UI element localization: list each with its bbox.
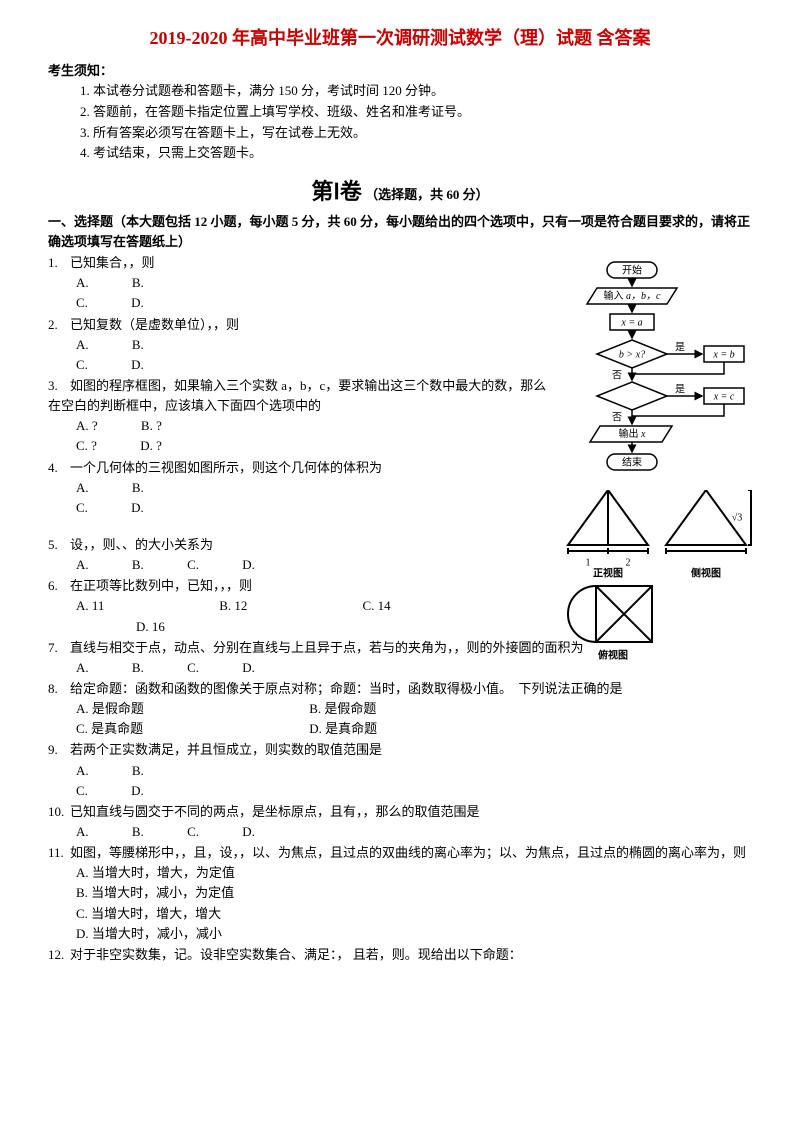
q2-opt-a: A.	[76, 335, 89, 355]
q10-stem: 已知直线与圆交于不同的两点，是坐标原点，且有，，那么的取值范围是	[70, 804, 480, 819]
q8-opt-a: A. 是假命题	[76, 699, 306, 719]
q6-opt-c: C. 14	[363, 596, 503, 616]
q4-stem: 一个几何体的三视图如图所示，则这个几何体的体积为	[70, 460, 382, 475]
q6-opt-d: D. 16	[136, 619, 165, 634]
q7-opt-b: B.	[132, 658, 144, 678]
q3-stem: 如图的程序框图，如果输入三个实数 a，b，c，要求输出这三个数中最大的数，那么在…	[48, 378, 546, 413]
q1-opt-c: C.	[76, 293, 88, 313]
q11-opt-a: A. 当增大时，增大，为定值	[76, 863, 752, 883]
q10-opt-a: A.	[76, 822, 89, 842]
q7-opt-c: C.	[187, 658, 199, 678]
section1-head: 一、选择题（本大题包括 12 小题，每小题 5 分，共 60 分，每小题给出的四…	[48, 212, 752, 251]
notice-label: 考生须知：	[48, 60, 752, 79]
q9-stem: 若两个正实数满足，并且恒成立，则实数的取值范围是	[70, 742, 382, 757]
q1-opt-d: D.	[131, 293, 144, 313]
q7-opt-a: A.	[76, 658, 89, 678]
q9-opt-d: D.	[131, 781, 144, 801]
q11-opt-c: C. 当增大时，增大，增大	[76, 904, 752, 924]
part1-big: 第Ⅰ卷	[311, 179, 362, 204]
q7-opt-d: D.	[242, 658, 255, 678]
q5-opt-c: C.	[187, 555, 199, 575]
instructions: 1. 本试卷分试题卷和答题卡，满分 150 分，考试时间 120 分钟。 2. …	[80, 81, 752, 164]
q11-opt-b: B. 当增大时，减小，为定值	[76, 883, 752, 903]
svg-text:x = b: x = b	[712, 349, 734, 360]
svg-text:√3: √3	[732, 512, 743, 523]
instruction-3: 3. 所有答案必须写在答题卡上，写在试卷上无效。	[80, 123, 752, 144]
q3-opt-c: C. ?	[76, 436, 97, 456]
q5-opt-d: D.	[242, 555, 255, 575]
svg-text:x = c: x = c	[713, 391, 735, 402]
svg-text:x = a: x = a	[620, 317, 642, 328]
q4-opt-c: C.	[76, 498, 88, 518]
instruction-4: 4. 考试结束，只需上交答题卡。	[80, 143, 752, 164]
q12-stem: 对于非空实数集，记。设非空实数集合、满足：， 且若，则。现给出以下命题：	[70, 947, 522, 962]
q9-opt-b: B.	[132, 761, 144, 781]
q9-opt-a: A.	[76, 761, 89, 781]
q6-opt-b: B. 12	[219, 596, 359, 616]
svg-text:2: 2	[626, 557, 631, 568]
q3-opt-b: B. ?	[141, 416, 162, 436]
q4-opt-a: A.	[76, 478, 89, 498]
question-8: 8.给定命题：函数和函数的图像关于原点对称；命题：当时，函数取得极小值。 下列说…	[48, 679, 752, 739]
q5-opt-b: B.	[132, 555, 144, 575]
svg-text:1: 1	[586, 557, 591, 568]
q1-opt-a: A.	[76, 273, 89, 293]
q10-opt-b: B.	[132, 822, 144, 842]
q4-opt-d: D.	[131, 498, 144, 518]
question-10: 10.已知直线与圆交于不同的两点，是坐标原点，且有，，那么的取值范围是 A. B…	[48, 802, 752, 842]
q2-opt-d: D.	[131, 355, 144, 375]
flowchart-figure: 开始 输入 a，b，c x = a b > x? 是 x = b 否 是 x =…	[562, 260, 752, 490]
svg-text:侧视图: 侧视图	[691, 566, 721, 579]
q2-opt-b: B.	[132, 335, 144, 355]
question-12: 12.对于非空实数集，记。设非空实数集合、满足：， 且若，则。现给出以下命题：	[48, 945, 752, 965]
svg-text:结束: 结束	[622, 455, 642, 468]
instruction-2: 2. 答题前，在答题卡指定位置上填写学校、班级、姓名和准考证号。	[80, 102, 752, 123]
svg-text:输入 a，b，c: 输入 a，b，c	[604, 289, 662, 302]
svg-text:否: 否	[612, 369, 622, 381]
q6-opt-a: A. 11	[76, 596, 216, 616]
q7-stem: 直线与相交于点，动点、分别在直线与上且异于点，若与的夹角为，，则的外接圆的面积为	[70, 640, 584, 655]
q8-stem: 给定命题：函数和函数的图像关于原点对称；命题：当时，函数取得极小值。 下列说法正…	[70, 681, 623, 696]
question-9: 9.若两个正实数满足，并且恒成立，则实数的取值范围是 A. B. C. D.	[48, 740, 752, 800]
three-view-figure: 1 2 正视图 √3 侧视图 俯视图	[562, 490, 752, 660]
q11-stem: 如图，等腰梯形中，，且，设，，以、为焦点，且过点的双曲线的离心率为；以、为焦点，…	[70, 845, 746, 860]
svg-text:俯视图: 俯视图	[598, 648, 628, 660]
svg-text:开始: 开始	[622, 263, 642, 276]
q8-opt-d: D. 是真命题	[309, 721, 377, 736]
q2-stem: 已知复数（是虚数单位），，则	[70, 317, 239, 332]
svg-text:否: 否	[612, 411, 622, 423]
svg-text:输出 x: 输出 x	[619, 427, 647, 440]
question-11: 11.如图，等腰梯形中，，且，设，，以、为焦点，且过点的双曲线的离心率为；以、为…	[48, 843, 752, 944]
q10-opt-d: D.	[242, 822, 255, 842]
part1-small: （选择题，共 60 分）	[365, 187, 489, 202]
instruction-1: 1. 本试卷分试题卷和答题卡，满分 150 分，考试时间 120 分钟。	[80, 81, 752, 102]
q6-stem: 在正项等比数列中，已知，，，则	[70, 578, 252, 593]
q5-stem: 设，，则、、的大小关系为	[70, 537, 213, 552]
q5-opt-a: A.	[76, 555, 89, 575]
q10-opt-c: C.	[187, 822, 199, 842]
part1-title: 第Ⅰ卷 （选择题，共 60 分）	[48, 174, 752, 206]
svg-text:b > x?: b > x?	[619, 349, 645, 360]
svg-text:正视图: 正视图	[593, 566, 623, 579]
q3-opt-d: D. ?	[140, 436, 162, 456]
q9-opt-c: C.	[76, 781, 88, 801]
q2-opt-c: C.	[76, 355, 88, 375]
q3-opt-a: A. ?	[76, 416, 98, 436]
q1-opt-b: B.	[132, 273, 144, 293]
svg-text:是: 是	[675, 383, 685, 395]
q8-opt-c: C. 是真命题	[76, 719, 306, 739]
q11-opt-d: D. 当增大时，减小，减小	[76, 924, 752, 944]
q4-opt-b: B.	[132, 478, 144, 498]
exam-title: 2019-2020 年高中毕业班第一次调研测试数学（理）试题 含答案	[48, 24, 752, 50]
q1-stem: 已知集合，，则	[70, 255, 155, 270]
svg-text:是: 是	[675, 341, 685, 353]
q8-opt-b: B. 是假命题	[309, 701, 376, 716]
